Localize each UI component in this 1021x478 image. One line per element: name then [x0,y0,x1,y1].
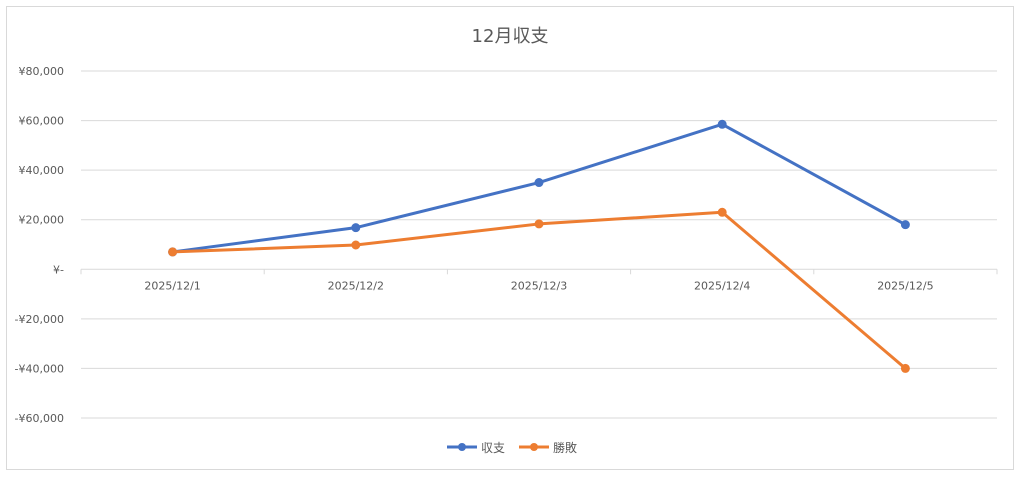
chart-frame [6,6,1014,470]
data-point [351,240,361,250]
y-tick-label: ¥80,000 [19,65,65,78]
x-tick-label: 2025/12/2 [328,279,384,292]
y-tick-label: ¥60,000 [19,115,65,128]
legend-label: 勝敗 [553,440,577,455]
data-point [534,178,544,188]
data-point [534,219,544,229]
legend-swatch-marker [530,443,538,451]
data-point [351,223,361,233]
legend-label: 収支 [481,441,505,455]
x-tick-label: 2025/12/3 [511,279,567,292]
data-point [900,220,910,230]
y-tick-label: -¥20,000 [15,313,64,326]
y-tick-label: ¥- [53,263,64,276]
y-tick-label: ¥20,000 [19,214,65,227]
x-tick-label: 2025/12/4 [694,279,750,292]
data-point [717,119,727,129]
data-point [168,247,178,257]
x-tick-label: 2025/12/1 [144,279,200,292]
y-tick-label: ¥40,000 [19,164,65,177]
y-tick-label: -¥60,000 [15,412,64,425]
data-point [900,363,910,373]
chart-title: 12月収支 [472,26,549,47]
data-point [717,207,727,217]
y-tick-label: -¥40,000 [15,362,64,375]
x-tick-label: 2025/12/5 [877,279,933,292]
legend-swatch-marker [458,443,466,451]
series-line-1 [171,122,907,254]
